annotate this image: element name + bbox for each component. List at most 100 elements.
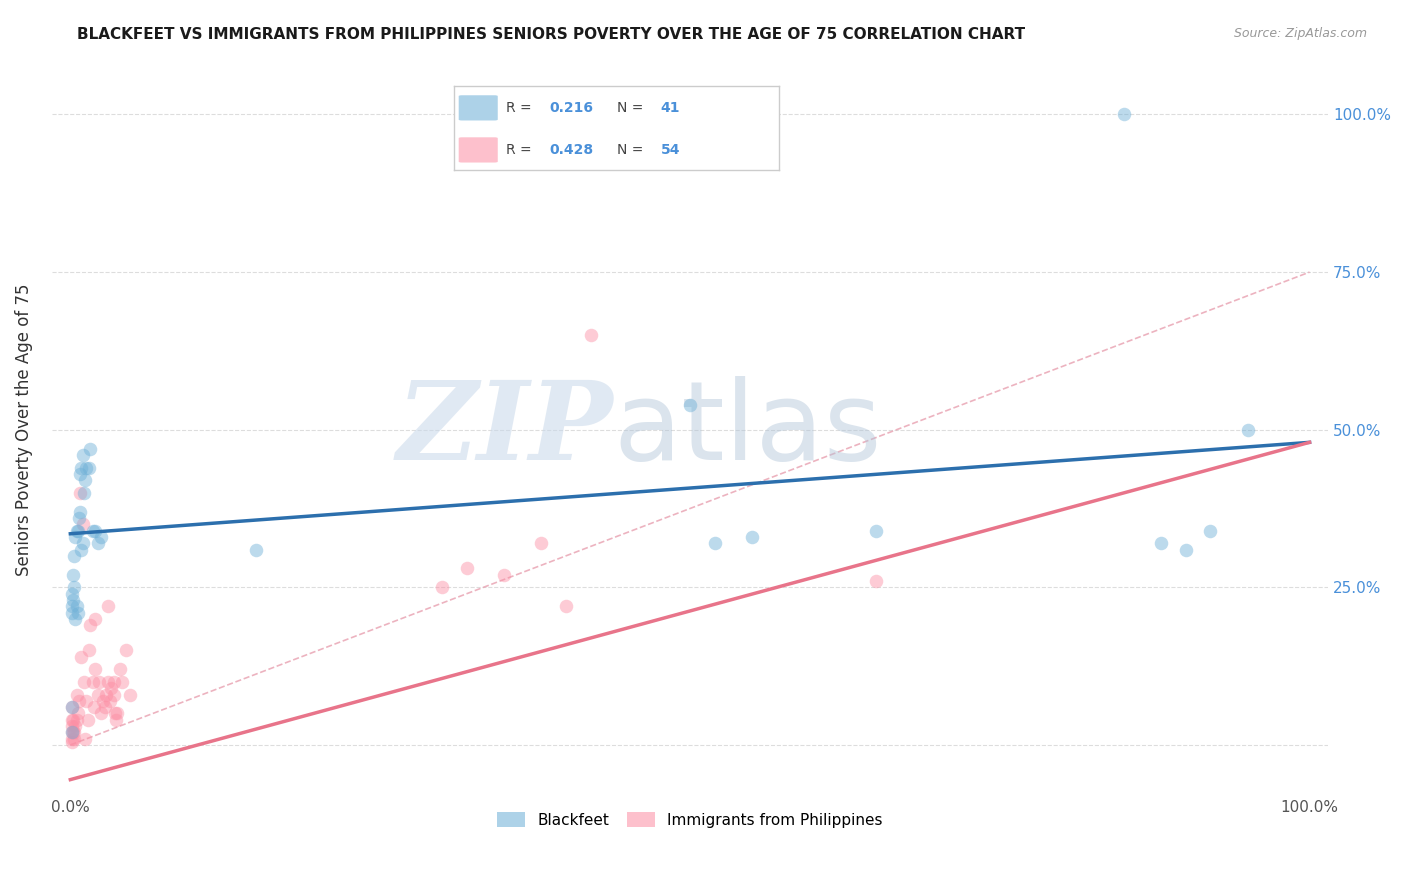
Point bbox=[60, 719, 83, 733]
Point bbox=[75, 731, 97, 746]
Point bbox=[96, 688, 118, 702]
Point bbox=[87, 674, 110, 689]
Point bbox=[100, 681, 122, 696]
Point bbox=[865, 574, 887, 588]
Point bbox=[65, 612, 87, 626]
Point bbox=[703, 536, 725, 550]
Point bbox=[65, 599, 87, 614]
Y-axis label: Seniors Poverty Over the Age of 75: Seniors Poverty Over the Age of 75 bbox=[15, 284, 32, 576]
Point bbox=[679, 397, 702, 411]
Point bbox=[60, 587, 83, 601]
Point bbox=[62, 567, 84, 582]
Point bbox=[90, 706, 112, 721]
Text: ZIP: ZIP bbox=[396, 376, 613, 483]
Point bbox=[1150, 536, 1173, 550]
Point bbox=[60, 599, 83, 614]
Point bbox=[62, 713, 84, 727]
Point bbox=[105, 713, 128, 727]
Point bbox=[456, 561, 478, 575]
Point bbox=[1236, 423, 1258, 437]
Point bbox=[69, 467, 91, 481]
Point bbox=[60, 731, 83, 746]
Point bbox=[70, 542, 93, 557]
Point bbox=[579, 328, 602, 343]
Point bbox=[86, 536, 108, 550]
Point bbox=[107, 706, 129, 721]
Point bbox=[60, 700, 83, 714]
Point bbox=[63, 549, 86, 563]
Point bbox=[865, 524, 887, 538]
Point bbox=[70, 460, 93, 475]
Point bbox=[111, 674, 134, 689]
Point bbox=[430, 580, 453, 594]
Point bbox=[66, 706, 89, 721]
Point bbox=[555, 599, 578, 614]
Point bbox=[94, 700, 117, 714]
Point bbox=[66, 524, 89, 538]
Point bbox=[72, 536, 94, 550]
Point bbox=[75, 473, 97, 487]
Point bbox=[73, 674, 96, 689]
Point bbox=[63, 580, 86, 594]
Point bbox=[96, 599, 118, 614]
Point bbox=[65, 719, 87, 733]
Point bbox=[245, 542, 267, 557]
Point bbox=[96, 674, 118, 689]
Point bbox=[66, 606, 89, 620]
Point bbox=[65, 524, 87, 538]
Point bbox=[77, 460, 100, 475]
Point bbox=[70, 649, 93, 664]
Point bbox=[76, 713, 98, 727]
Point bbox=[115, 643, 138, 657]
Legend: Blackfeet, Immigrants from Philippines: Blackfeet, Immigrants from Philippines bbox=[489, 804, 890, 835]
Text: atlas: atlas bbox=[613, 376, 882, 483]
Point bbox=[741, 530, 763, 544]
Point bbox=[84, 662, 107, 676]
Point bbox=[84, 524, 107, 538]
Point bbox=[75, 694, 97, 708]
Point bbox=[104, 706, 127, 721]
Point bbox=[62, 725, 84, 739]
Point bbox=[75, 460, 97, 475]
Point bbox=[86, 688, 108, 702]
Point bbox=[72, 448, 94, 462]
Point bbox=[79, 442, 101, 456]
Point bbox=[82, 524, 104, 538]
Point bbox=[67, 694, 90, 708]
Point bbox=[65, 713, 87, 727]
Text: Source: ZipAtlas.com: Source: ZipAtlas.com bbox=[1233, 27, 1367, 40]
Point bbox=[108, 662, 131, 676]
Point bbox=[63, 731, 86, 746]
Point bbox=[98, 694, 121, 708]
Point bbox=[1199, 524, 1222, 538]
Point bbox=[60, 735, 83, 749]
Point bbox=[84, 612, 107, 626]
Point bbox=[103, 688, 125, 702]
Point bbox=[69, 485, 91, 500]
Point bbox=[60, 700, 83, 714]
Point bbox=[60, 713, 83, 727]
Point bbox=[118, 688, 141, 702]
Point bbox=[72, 517, 94, 532]
Point bbox=[1174, 542, 1197, 557]
Point bbox=[73, 485, 96, 500]
Point bbox=[67, 511, 90, 525]
Point bbox=[103, 674, 125, 689]
Point bbox=[91, 694, 114, 708]
Point bbox=[79, 618, 101, 632]
Point bbox=[494, 567, 516, 582]
Point bbox=[65, 688, 87, 702]
Point bbox=[62, 593, 84, 607]
Point bbox=[82, 674, 104, 689]
Point bbox=[1112, 107, 1135, 121]
Text: BLACKFEET VS IMMIGRANTS FROM PHILIPPINES SENIORS POVERTY OVER THE AGE OF 75 CORR: BLACKFEET VS IMMIGRANTS FROM PHILIPPINES… bbox=[77, 27, 1025, 42]
Point bbox=[530, 536, 553, 550]
Point bbox=[83, 700, 105, 714]
Point bbox=[60, 725, 83, 739]
Point bbox=[65, 530, 87, 544]
Point bbox=[60, 606, 83, 620]
Point bbox=[63, 725, 86, 739]
Point bbox=[60, 725, 83, 739]
Point bbox=[90, 530, 112, 544]
Point bbox=[77, 643, 100, 657]
